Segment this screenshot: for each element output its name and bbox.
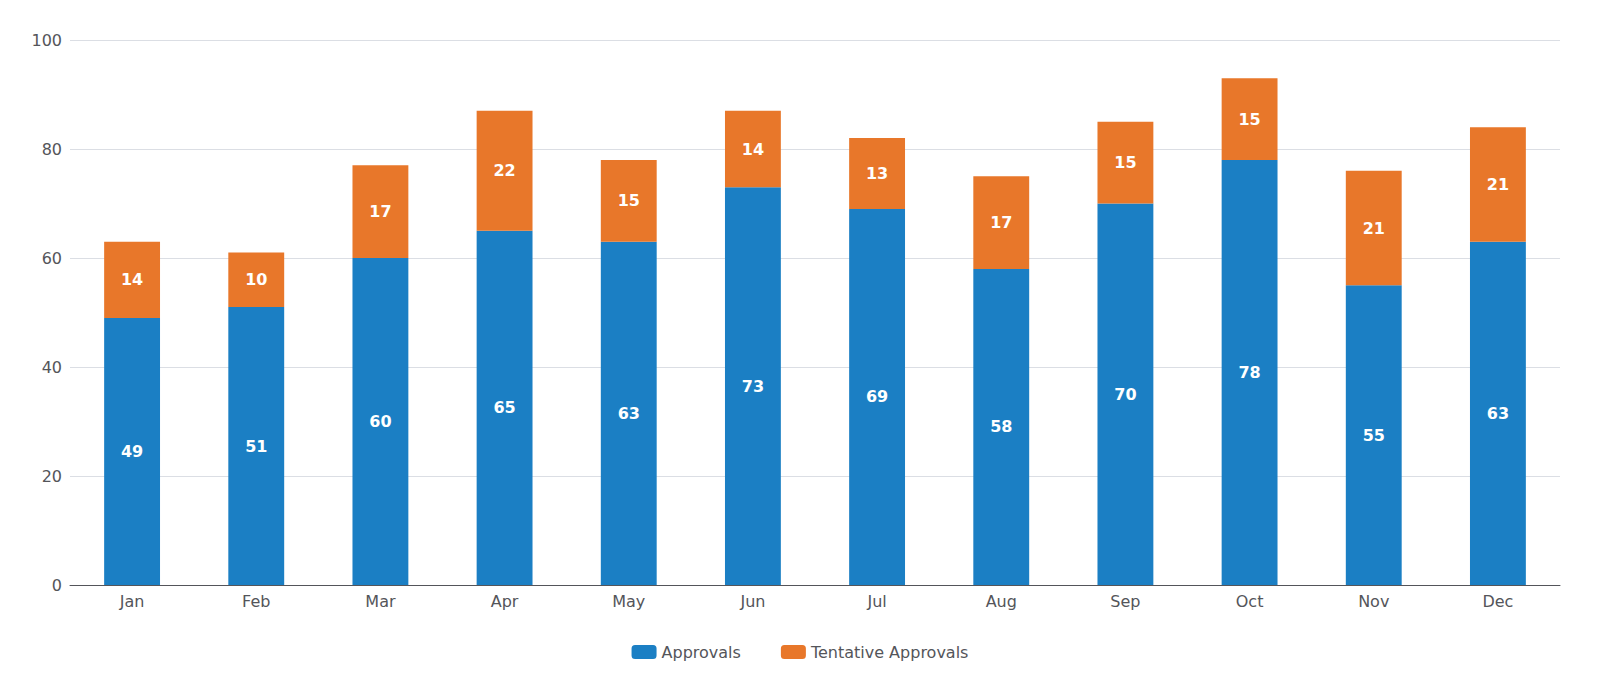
svg-text:15: 15	[1238, 110, 1260, 129]
svg-text:Aug: Aug	[986, 592, 1017, 611]
svg-text:21: 21	[1487, 175, 1509, 194]
svg-text:17: 17	[369, 202, 391, 221]
svg-text:69: 69	[866, 387, 888, 406]
svg-text:May: May	[612, 592, 645, 611]
svg-text:80: 80	[42, 140, 62, 159]
svg-text:63: 63	[1487, 404, 1509, 423]
svg-text:78: 78	[1238, 363, 1260, 382]
svg-text:49: 49	[121, 442, 143, 461]
svg-text:20: 20	[42, 467, 62, 486]
svg-text:Tentative Approvals: Tentative Approvals	[810, 643, 969, 662]
svg-text:Approvals: Approvals	[662, 643, 741, 662]
svg-text:22: 22	[493, 161, 515, 180]
svg-text:73: 73	[742, 377, 764, 396]
svg-text:65: 65	[493, 398, 515, 417]
svg-text:Jul: Jul	[866, 592, 886, 611]
svg-text:Sep: Sep	[1110, 592, 1140, 611]
svg-text:60: 60	[42, 249, 62, 268]
svg-text:14: 14	[121, 270, 143, 289]
svg-text:Nov: Nov	[1358, 592, 1389, 611]
svg-text:14: 14	[742, 140, 764, 159]
svg-text:15: 15	[1114, 153, 1136, 172]
svg-text:60: 60	[369, 412, 391, 431]
svg-text:Apr: Apr	[491, 592, 519, 611]
svg-text:0: 0	[52, 576, 62, 595]
svg-text:Oct: Oct	[1236, 592, 1264, 611]
svg-text:63: 63	[618, 404, 640, 423]
svg-text:Jun: Jun	[739, 592, 765, 611]
svg-text:Mar: Mar	[365, 592, 396, 611]
svg-text:10: 10	[245, 270, 267, 289]
svg-text:58: 58	[990, 417, 1012, 436]
svg-text:Dec: Dec	[1482, 592, 1513, 611]
svg-text:55: 55	[1363, 426, 1385, 445]
svg-text:Feb: Feb	[242, 592, 270, 611]
svg-text:Jan: Jan	[119, 592, 145, 611]
svg-text:17: 17	[990, 213, 1012, 232]
svg-text:51: 51	[245, 437, 267, 456]
svg-text:15: 15	[618, 191, 640, 210]
svg-text:13: 13	[866, 164, 888, 183]
svg-text:21: 21	[1363, 219, 1385, 238]
svg-text:100: 100	[31, 31, 62, 50]
svg-text:70: 70	[1114, 385, 1136, 404]
svg-text:40: 40	[42, 358, 62, 377]
